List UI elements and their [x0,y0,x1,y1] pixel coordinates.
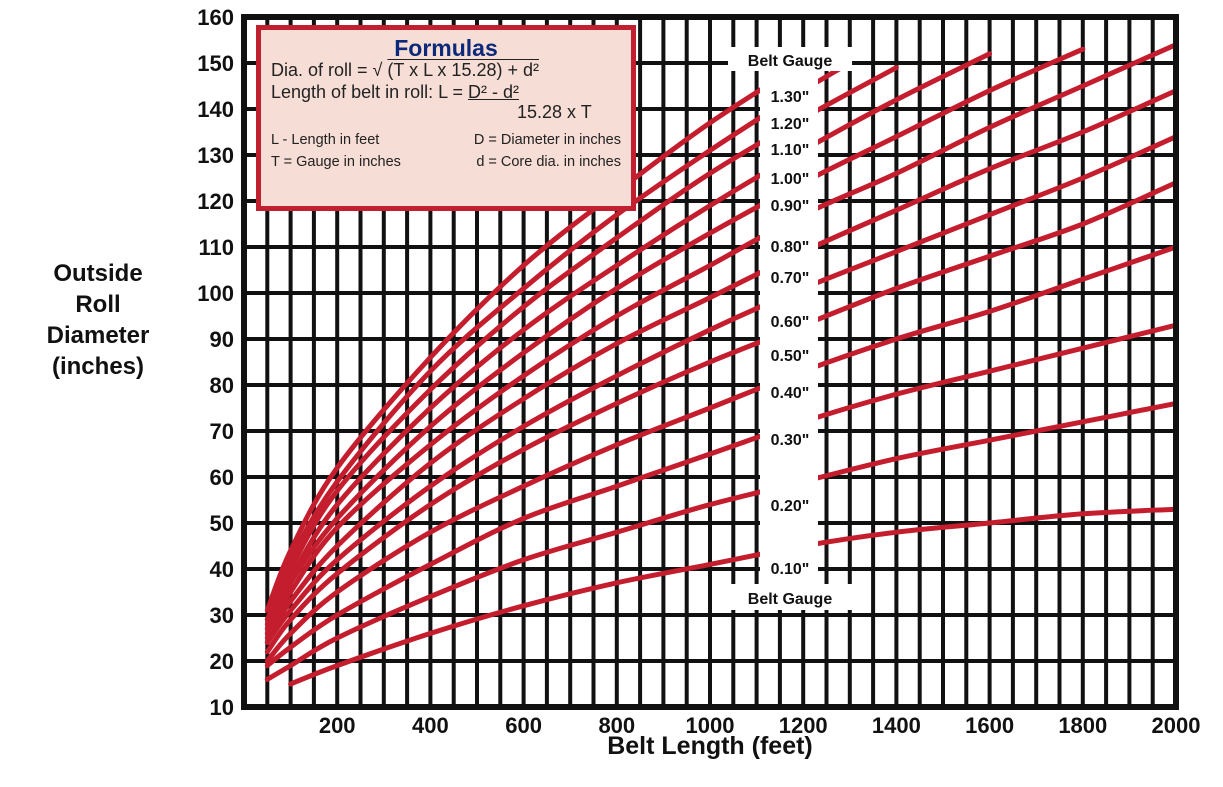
y-tick-label: 120 [197,189,234,214]
y-tick-label: 10 [210,695,234,720]
x-tick-label: 600 [505,713,542,738]
series-curve [264,42,1176,636]
series-curve [264,322,1176,669]
gauge-value-label: 1.30" [771,89,810,106]
series-curve [264,244,1176,664]
series-curve [264,51,993,627]
y-tick-label: 140 [197,97,234,122]
gauge-value-label: 1.00" [771,171,810,188]
gauge-value-label: 0.50" [771,348,810,365]
legend-length: L - Length in feet [271,132,380,148]
y-tick-label: 20 [210,649,234,674]
legend-diameter: D = Diameter in inches [473,132,621,148]
series-curve [264,180,1176,655]
y-tick-label: 60 [210,465,234,490]
y-axis-title-line: Outside [53,260,143,287]
length-formula: Length of belt in roll: L = D² - d² [271,82,621,102]
y-axis-title-line: Roll [75,291,121,318]
formulas-title: Formulas [394,35,498,61]
y-axis-title-line: Diameter [46,322,150,349]
x-tick-label: 2000 [1152,713,1201,738]
gauge-footer-bg [728,584,852,610]
gauge-footer-label: Belt Gauge [748,591,833,608]
series-curve [288,506,1176,687]
gauge-labels: Belt Gauge Belt Gauge 1.30" 1.20" 1.10" 1.00"… [728,47,852,610]
series-curve [269,60,853,609]
y-tick-label: 150 [197,51,234,76]
y-tick-label: 30 [210,603,234,628]
gauge-value-label: 0.20" [771,498,810,515]
series-curves [264,42,1176,687]
gauge-label-column [760,68,818,608]
y-tick-label: 80 [210,373,234,398]
diameter-formula-prefix: Dia. of roll = √ [271,60,388,80]
length-formula-prefix: Length of belt in roll: L = [271,82,468,102]
y-axis-title-line: (inches) [51,353,144,380]
gauge-value-label: 0.90" [771,198,810,215]
y-tick-label: 50 [210,511,234,536]
y-tick-label: 90 [210,327,234,352]
formulas-box: Formulas Dia. of roll = √ (T x L x 15.28… [256,25,636,211]
y-axis-title: Outside Roll Diameter (inches) [0,258,196,382]
gauge-value-label: 0.40" [771,385,810,402]
gauge-value-label: 0.70" [771,270,810,287]
x-tick-label: 1000 [686,713,735,738]
y-tick-label: 130 [197,143,234,168]
gauge-value-label: 1.10" [771,142,810,159]
formula-legend-row: L - Length in feet D = Diameter in inche… [271,130,621,150]
y-tick-label: 70 [210,419,234,444]
formula-legend-row: T = Gauge in inches d = Core dia. in inc… [271,152,621,172]
series-curve [264,88,1176,641]
length-formula-numerator: D² - d² [467,82,519,102]
x-tick-label: 1200 [779,713,828,738]
x-tick-label: 1800 [1058,713,1107,738]
series-curve [264,46,1086,632]
series-curve [264,400,1176,682]
y-tick-label: 40 [210,557,234,582]
x-tick-label: 1400 [872,713,921,738]
gauge-header-label: Belt Gauge [748,53,833,70]
gauge-header-bg [728,47,852,71]
x-axis-title: Belt Length (feet) [607,732,813,760]
series-curve [264,134,1176,646]
y-tick-label: 100 [197,281,234,306]
y-tick-label: 160 [197,5,234,30]
series-curve [264,60,806,613]
legend-core: d = Core dia. in inches [476,154,621,170]
gauge-value-label: 0.60" [771,314,810,331]
diameter-formula-radicand: (T x L x 15.28) + d² [387,60,539,80]
gauge-value-label: 0.10" [771,561,810,578]
gauge-value-label: 0.80" [771,239,810,256]
diameter-formula: Dia. of roll = √ (T x L x 15.28) + d² [271,60,621,80]
x-tick-label: 200 [319,713,356,738]
gauge-value-label: 0.30" [771,432,810,449]
x-tick-label: 1600 [965,713,1014,738]
gauge-value-label: 1.20" [771,116,810,133]
plot-frame [241,14,1179,710]
x-tick-label: 800 [598,713,635,738]
y-tick-label: 110 [199,235,235,260]
legend-gauge: T = Gauge in inches [271,154,401,170]
axes: 10 20 30 40 50 60 70 80 90 100 110 120 130 140 150 160 2… [197,5,1200,738]
length-formula-denominator: 15.28 x T [517,102,592,122]
x-tick-label: 400 [412,713,449,738]
